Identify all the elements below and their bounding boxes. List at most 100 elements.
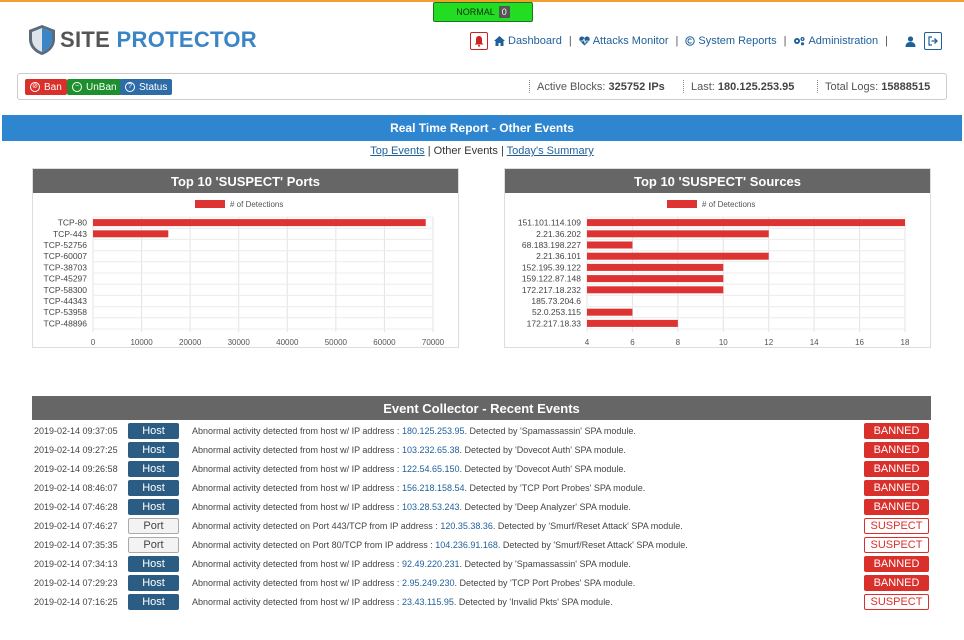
nav-attacks-monitor-label: Attacks Monitor <box>592 35 669 47</box>
event-type-button[interactable]: Host <box>128 594 179 610</box>
bar[interactable] <box>587 286 724 294</box>
site-logo[interactable]: SITE PROTECTOR <box>28 24 257 56</box>
event-row: 2019-02-14 09:27:25 Host Abnormal activity… <box>32 441 931 460</box>
event-ip-link[interactable]: 122.54.65.150 <box>401 464 460 474</box>
status-button-label: Status <box>139 81 168 93</box>
event-message-text: Abnormal activity detected from host w/ … <box>192 426 400 436</box>
event-time: 2019-02-14 07:34:13 <box>34 559 118 569</box>
x-tick-label: 6 <box>630 338 635 347</box>
x-tick-label: 18 <box>901 338 910 347</box>
event-row: 2019-02-14 07:16:25 Host Abnormal activity… <box>32 593 931 612</box>
tab-other-events: Other Events <box>433 145 498 157</box>
y-category-label: TCP-80 <box>58 218 88 228</box>
event-status-badge[interactable]: SUSPECT <box>864 537 929 553</box>
bar[interactable] <box>93 219 426 227</box>
home-icon <box>494 36 505 46</box>
event-status-badge[interactable]: SUSPECT <box>864 518 929 534</box>
nav-attacks-monitor[interactable]: Attacks Monitor <box>578 35 669 47</box>
x-tick-label: 12 <box>764 338 773 347</box>
total-logs-label: Total Logs: <box>825 81 879 93</box>
shield-icon <box>29 25 55 55</box>
event-type-button[interactable]: Host <box>128 461 179 477</box>
event-ip-link[interactable]: 120.35.38.36 <box>440 521 493 531</box>
bar[interactable] <box>587 219 905 227</box>
event-type-button[interactable]: Host <box>128 480 179 496</box>
last-value: 180.125.253.95 <box>717 81 795 93</box>
event-type-button[interactable]: Port <box>128 518 179 534</box>
nav-dashboard-label: Dashboard <box>508 35 562 47</box>
tab-top-events[interactable]: Top Events <box>370 145 425 157</box>
event-status-badge[interactable]: BANNED <box>864 575 929 591</box>
unban-label: UnBan <box>86 81 117 93</box>
event-detector-text: . Detected by 'TCP Port Probes' SPA modu… <box>454 578 636 588</box>
active-blocks-value: 325752 IPs <box>608 81 665 93</box>
recent-events-title: Event Collector - Recent Events <box>32 396 931 420</box>
bar[interactable] <box>587 252 769 260</box>
ban-button[interactable]: ⊘ Ban <box>25 79 67 95</box>
x-tick-label: 4 <box>585 338 590 347</box>
nav-system-reports[interactable]: System Reports <box>685 35 777 47</box>
y-category-label: 172.217.18.232 <box>522 285 581 295</box>
event-ip-link[interactable]: 103.28.53.243 <box>401 502 460 512</box>
event-ip-link[interactable]: 104.236.91.168 <box>435 540 498 550</box>
alarm-button[interactable] <box>470 32 488 50</box>
x-tick-label: 10000 <box>130 338 153 347</box>
active-blocks-stat: Active Blocks: 325752 IPs <box>537 81 665 93</box>
event-type-button[interactable]: Port <box>128 537 179 553</box>
y-category-label: TCP-48896 <box>44 318 88 328</box>
event-status-badge[interactable]: BANNED <box>864 423 929 439</box>
event-message: Abnormal activity detected from host w/ … <box>192 445 626 455</box>
event-time: 2019-02-14 08:46:07 <box>34 483 118 493</box>
nav-separator: | <box>568 35 572 47</box>
event-status-badge[interactable]: BANNED <box>864 442 929 458</box>
bell-icon <box>474 36 484 47</box>
event-ip-link[interactable]: 23.43.115.95 <box>401 597 454 607</box>
event-ip-link[interactable]: 180.125.253.95 <box>401 426 465 436</box>
bar[interactable] <box>587 230 769 238</box>
bar[interactable] <box>587 308 633 316</box>
bar[interactable] <box>587 263 724 271</box>
bar[interactable] <box>587 241 633 249</box>
event-time: 2019-02-14 07:46:27 <box>34 521 118 531</box>
event-type-button[interactable]: Host <box>128 575 179 591</box>
event-row: 2019-02-14 09:37:05 Host Abnormal activity… <box>32 422 931 441</box>
total-logs-stat: Total Logs: 15888515 <box>825 81 930 93</box>
nav-administration-label: Administration <box>808 35 879 47</box>
nav-administration[interactable]: Administration <box>793 35 878 47</box>
event-message-text: Abnormal activity detected from host w/ … <box>192 445 400 455</box>
event-ip-link[interactable]: 92.49.220.231 <box>401 559 460 569</box>
logout-button[interactable] <box>924 32 943 50</box>
status-button[interactable]: ? Status <box>120 79 173 95</box>
event-status-badge[interactable]: BANNED <box>864 480 929 496</box>
event-ip-link[interactable]: 2.95.249.230 <box>401 578 455 588</box>
bar[interactable] <box>587 275 724 283</box>
event-type-button[interactable]: Host <box>128 423 179 439</box>
subtab-separator: | <box>427 145 431 157</box>
event-status-badge[interactable]: BANNED <box>864 499 929 515</box>
status-count: 0 <box>498 6 510 18</box>
event-ip-link[interactable]: 103.232.65.38 <box>401 445 460 455</box>
logo-word-site: SITE <box>60 27 111 52</box>
event-type-button[interactable]: Host <box>128 442 179 458</box>
event-type-button[interactable]: Host <box>128 499 179 515</box>
y-category-label: TCP-52756 <box>44 240 88 250</box>
event-message: Abnormal activity detected on Port 80/TC… <box>192 540 688 550</box>
event-status-badge[interactable]: BANNED <box>864 556 929 572</box>
event-detector-text: . Detected by 'Spamassassin' SPA module. <box>459 559 631 569</box>
event-detector-text: . Detected by 'Spamassassin' SPA module. <box>464 426 636 436</box>
event-row: 2019-02-14 07:34:13 Host Abnormal activity… <box>32 555 931 574</box>
event-ip-link[interactable]: 156.218.158.54 <box>401 483 465 493</box>
event-detector-text: . Detected by 'TCP Port Probes' SPA modu… <box>464 483 646 493</box>
unban-button[interactable]: − UnBan <box>67 79 122 95</box>
user-icon[interactable] <box>905 35 916 47</box>
minus-circle-icon: − <box>72 82 82 92</box>
event-type-button[interactable]: Host <box>128 556 179 572</box>
bar[interactable] <box>587 319 678 327</box>
nav-dashboard[interactable]: Dashboard <box>494 35 562 47</box>
event-row: 2019-02-14 07:46:28 Host Abnormal activity… <box>32 498 931 517</box>
ban-icon: ⊘ <box>30 82 40 92</box>
tab-todays-summary[interactable]: Today's Summary <box>506 145 594 157</box>
event-status-badge[interactable]: SUSPECT <box>864 594 929 610</box>
bar[interactable] <box>93 230 169 238</box>
event-status-badge[interactable]: BANNED <box>864 461 929 477</box>
